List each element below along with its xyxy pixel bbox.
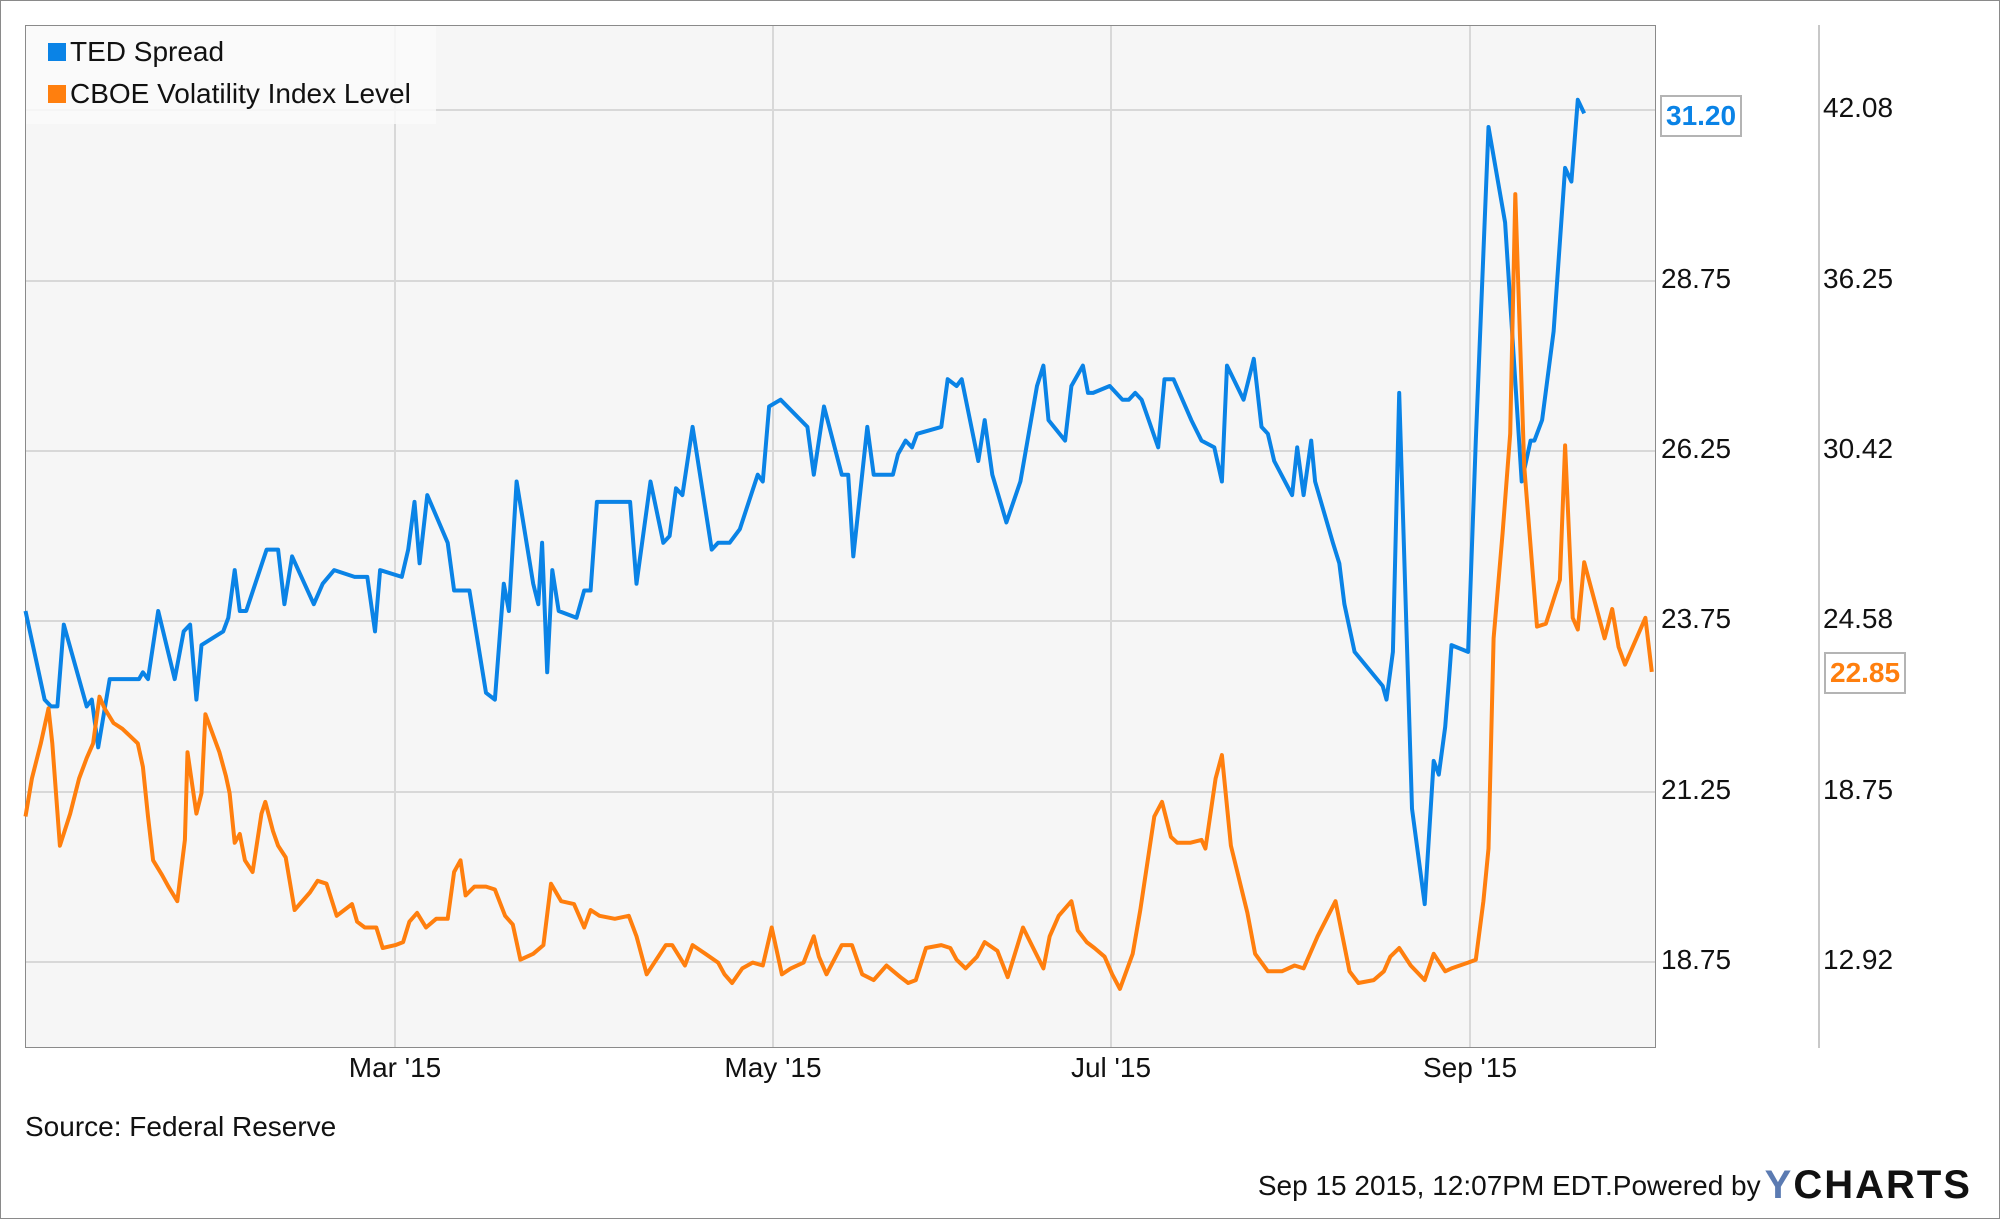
left-tick-label: 26.25 bbox=[1661, 433, 1732, 464]
right-tick-label: 18.75 bbox=[1823, 774, 1894, 805]
source-note: Source: Federal Reserve bbox=[25, 1111, 337, 1142]
ted-spread-line bbox=[23, 97, 1587, 907]
logo-y: Y bbox=[1764, 1163, 1794, 1207]
legend-item-vix[interactable]: CBOE Volatility Index Level bbox=[48, 78, 411, 110]
left-tick-label: 18.75 bbox=[1661, 944, 1732, 975]
right-tick-label: 36.25 bbox=[1823, 263, 1894, 294]
x-tick-label: Mar '15 bbox=[348, 1052, 442, 1083]
x-tick-label: Sep '15 bbox=[1422, 1052, 1518, 1083]
x-tick-label: May '15 bbox=[724, 1052, 822, 1083]
left-tick-label: 23.75 bbox=[1661, 603, 1732, 634]
legend-label: TED Spread bbox=[70, 36, 225, 67]
right-tick-label: 30.42 bbox=[1823, 433, 1894, 464]
footer: Sep 15 2015, 12:07PM EDT. Powered by YCH… bbox=[1257, 1165, 1972, 1205]
x-tick-label: Jul '15 bbox=[1070, 1052, 1152, 1083]
legend: TED Spread CBOE Volatility Index Level bbox=[26, 26, 436, 124]
vix-swatch-icon bbox=[48, 85, 66, 103]
legend-label: CBOE Volatility Index Level bbox=[70, 78, 411, 109]
powered-by: Powered by bbox=[1612, 1170, 1761, 1201]
ycharts-logo[interactable]: YCHARTS bbox=[1765, 1165, 1972, 1205]
right-tick-label: 42.08 bbox=[1823, 92, 1894, 123]
left-tick-label: 28.75 bbox=[1661, 263, 1732, 294]
timestamp: Sep 15 2015, 12:07PM EDT. bbox=[1257, 1170, 1613, 1201]
logo-text: CHARTS bbox=[1793, 1163, 1972, 1207]
right-axis-line bbox=[1818, 25, 1820, 1048]
legend-item-ted[interactable]: TED Spread bbox=[48, 36, 224, 68]
left-tick-label: 21.25 bbox=[1661, 774, 1732, 805]
vix-line bbox=[23, 192, 1654, 991]
right-tick-label: 12.92 bbox=[1823, 944, 1894, 975]
ted-last-value-flag: 31.20 bbox=[1660, 95, 1743, 137]
ted-swatch-icon bbox=[48, 43, 66, 61]
plot-area bbox=[25, 25, 1656, 1048]
vix-last-value-flag: 22.85 bbox=[1824, 652, 1907, 694]
gridlines bbox=[26, 26, 1655, 1047]
right-tick-label: 24.58 bbox=[1823, 603, 1894, 634]
